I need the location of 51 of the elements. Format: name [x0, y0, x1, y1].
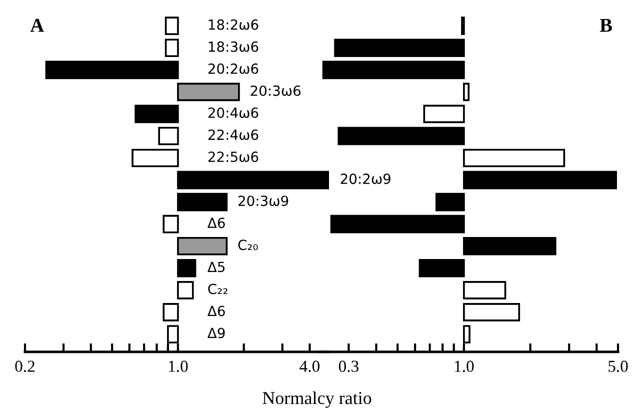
y-tick-label: C₂₂ [208, 284, 228, 294]
bar [177, 82, 240, 102]
bar [45, 60, 179, 80]
bar [132, 148, 179, 168]
y-tick-label: Δ9 [208, 328, 225, 338]
bar [162, 214, 179, 234]
y-tick-label: 18:2ω6 [208, 19, 258, 30]
bar [463, 170, 617, 190]
y-tick-label: 20:2ω6 [208, 63, 258, 74]
chart-title: A [30, 18, 44, 32]
bar [435, 192, 465, 212]
y-tick-label: C₂₀ [238, 240, 258, 250]
bar [158, 126, 179, 146]
bar [463, 148, 566, 168]
bar [177, 236, 228, 256]
y-tick-label: 22:5ω6 [208, 152, 258, 162]
bar [162, 303, 179, 322]
bar [418, 258, 465, 278]
x-tick-label: 4.0 [300, 360, 320, 372]
y-tick-label: 20:2ω9 [340, 174, 390, 184]
bar [330, 214, 465, 234]
x-tick-label: 0.2 [15, 360, 34, 372]
x-axis-title: Normalcy ratio [262, 391, 372, 408]
bar [164, 16, 179, 36]
bar [177, 192, 228, 212]
y-tick-label: 18:3ω6 [208, 41, 258, 52]
y-tick-label: Δ5 [208, 262, 225, 272]
bar [463, 236, 556, 256]
x-tick-label: 1.0 [454, 360, 474, 372]
bar [164, 38, 179, 58]
x-tick-label: 5.0 [608, 360, 628, 372]
bar [322, 60, 465, 80]
y-tick-label: Δ6 [208, 306, 225, 316]
chart-title: B [600, 18, 612, 32]
bar [334, 38, 465, 58]
y-tick-label: Δ6 [208, 218, 225, 228]
bar [134, 104, 179, 124]
bar [177, 170, 329, 190]
bar [338, 126, 465, 146]
y-tick-label: 22:4ω6 [208, 130, 258, 140]
x-tick-label: 0.3 [338, 360, 358, 372]
bar [177, 258, 196, 278]
bar [463, 281, 506, 300]
y-tick-label: 20:3ω9 [238, 196, 288, 206]
y-tick-label: 20:4ω6 [208, 107, 258, 118]
bar [463, 82, 470, 102]
y-tick-label: 20:3ω6 [250, 85, 301, 96]
bar [177, 281, 194, 300]
bar [423, 104, 465, 124]
x-tick-label: 1.0 [169, 360, 188, 372]
bar [463, 303, 520, 322]
